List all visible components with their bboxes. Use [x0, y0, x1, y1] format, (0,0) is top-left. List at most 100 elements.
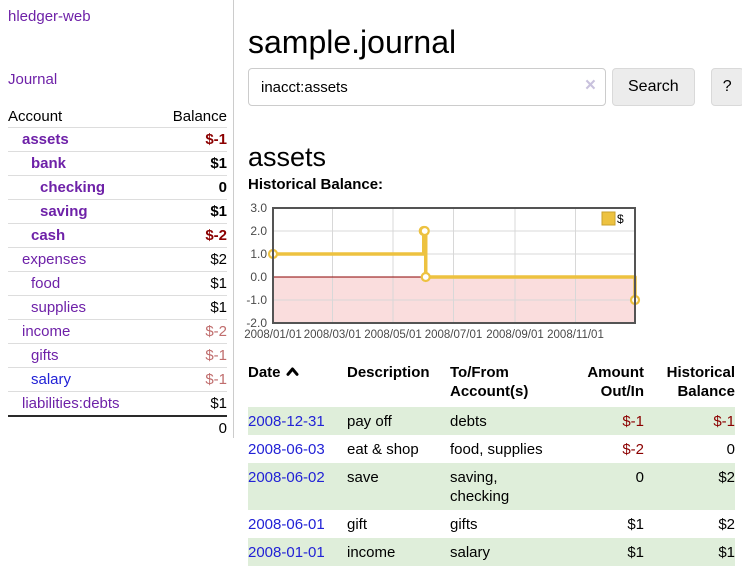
transaction-description: income — [347, 544, 396, 561]
chart-title: Historical Balance: — [248, 176, 384, 193]
account-name-cell: cash — [8, 224, 155, 248]
account-link[interactable]: income — [22, 323, 71, 340]
transaction-date-cell: 2008-06-01 — [248, 510, 347, 538]
register-header-description: Description — [347, 364, 430, 381]
y-tick-label: 1.0 — [250, 247, 267, 261]
account-link[interactable]: saving — [40, 203, 88, 220]
account-link[interactable]: assets — [22, 131, 69, 148]
register-header-date[interactable]: Date — [248, 363, 347, 407]
account-name-cell: supplies — [8, 296, 155, 320]
transaction-description: pay off — [347, 413, 392, 430]
account-link[interactable]: expenses — [22, 251, 87, 268]
account-name-cell: salary — [8, 368, 155, 392]
transaction-row: 2008-06-01 gift gifts $1 $2 — [248, 510, 735, 538]
account-row: salary $-1 — [8, 368, 227, 392]
x-tick-label: 2008/03/01 — [304, 329, 362, 341]
y-tick-label: 3.0 — [250, 202, 267, 215]
transaction-amount: $-2 — [622, 441, 644, 458]
help-button[interactable]: ? — [710, 68, 742, 106]
account-link[interactable]: cash — [31, 227, 66, 244]
plot-border — [272, 207, 636, 324]
sidebar-divider — [233, 0, 234, 438]
accounts-total-spacer — [8, 416, 155, 440]
accounts-total-row: 0 — [8, 416, 227, 440]
account-balance: $-1 — [205, 347, 227, 364]
transaction-description: gift — [347, 516, 368, 533]
account-balance: $1 — [210, 275, 227, 292]
account-balance: $2 — [210, 251, 227, 268]
account-balance: $1 — [210, 155, 227, 172]
accounts-header-balance: Balance — [172, 108, 227, 125]
account-link[interactable]: food — [31, 275, 61, 292]
search-input[interactable] — [248, 68, 606, 106]
account-link[interactable]: salary — [31, 371, 72, 388]
register-header-accounts: To/From Account(s) — [450, 364, 529, 400]
transaction-row: 2008-06-02 save saving, checking 0 $2 — [248, 463, 735, 510]
account-name-cell: checking — [8, 176, 155, 200]
transaction-amount: $1 — [627, 516, 644, 533]
x-tick-label: 2008/09/01 — [486, 329, 544, 341]
transaction-description: save — [347, 469, 379, 486]
x-tick-label: 2008/11/01 — [547, 329, 604, 341]
account-balance: $-1 — [205, 371, 227, 388]
account-link[interactable]: supplies — [31, 299, 87, 316]
account-name-cell: assets — [8, 128, 155, 152]
account-link[interactable]: bank — [31, 155, 67, 172]
account-balance: $-1 — [205, 131, 227, 148]
account-link[interactable]: checking — [40, 179, 106, 196]
transaction-date-cell: 2008-01-01 — [248, 538, 347, 566]
account-row: saving $1 — [8, 200, 227, 224]
register-header-amount: Amount Out/In — [587, 364, 644, 400]
account-row: income $-2 — [8, 320, 227, 344]
account-balance: $-2 — [205, 227, 227, 244]
transaction-row: 2008-06-03 eat & shop food, supplies $-2 0 — [248, 435, 735, 463]
y-tick-label: -1.0 — [246, 293, 267, 307]
transaction-amount: $1 — [627, 544, 644, 561]
data-point-marker — [419, 225, 430, 237]
account-balance: $1 — [210, 299, 227, 316]
search-button[interactable]: Search — [612, 68, 695, 106]
y-tick-label: 2.0 — [250, 224, 267, 238]
sidebar-item-journal[interactable]: Journal — [8, 71, 58, 88]
account-balance: $1 — [210, 203, 227, 220]
data-point-marker — [420, 271, 431, 283]
clear-search-icon[interactable]: × — [584, 75, 596, 96]
account-balance: 0 — [218, 179, 227, 196]
register-header-date-label: Date — [248, 364, 281, 381]
app-title-link[interactable]: hledger-web — [8, 8, 91, 25]
transaction-row: 2008-12-31 pay off debts $-1 $-1 — [248, 407, 735, 435]
transaction-amount: 0 — [635, 469, 644, 486]
transaction-balance: $-1 — [713, 413, 735, 430]
transaction-balance: $1 — [718, 544, 735, 561]
account-name-cell: bank — [8, 152, 155, 176]
account-name-cell: liabilities:debts — [8, 392, 155, 417]
accounts-total-value: 0 — [218, 420, 227, 437]
x-tick-label: 2008/07/01 — [425, 329, 483, 341]
sidebar: hledger-web Journal Account Balance asse… — [0, 0, 233, 582]
historical-balance-chart: 2008/01/01 2008/03/01 2008/05/01 2008/07/01… — [244, 202, 641, 341]
register-header-row: Date Description To/From Account(s) Amou… — [248, 363, 735, 407]
transaction-date-link[interactable]: 2008-01-01 — [248, 544, 325, 561]
transaction-date-link[interactable]: 2008-06-03 — [248, 441, 325, 458]
register-header-balance: Historical Balance — [666, 364, 735, 400]
account-section-title: assets — [248, 142, 327, 173]
account-row: liabilities:debts $1 — [8, 392, 227, 417]
transaction-description: eat & shop — [347, 441, 419, 458]
transaction-accounts: debts — [450, 413, 487, 430]
transaction-date-link[interactable]: 2008-06-01 — [248, 516, 325, 533]
sort-asc-icon — [286, 367, 299, 376]
account-balance: $1 — [210, 395, 227, 412]
account-name-cell: expenses — [8, 248, 155, 272]
account-row: expenses $2 — [8, 248, 227, 272]
account-row: assets $-1 — [8, 128, 227, 152]
search-input-wrap: × — [248, 68, 606, 106]
account-row: cash $-2 — [8, 224, 227, 248]
transaction-date-link[interactable]: 2008-06-02 — [248, 469, 325, 486]
transaction-accounts: gifts — [450, 516, 478, 533]
transaction-date-link[interactable]: 2008-12-31 — [248, 413, 325, 430]
y-tick-label: 0.0 — [250, 270, 267, 284]
account-link[interactable]: gifts — [31, 347, 59, 364]
account-link[interactable]: liabilities:debts — [22, 395, 120, 412]
account-row: gifts $-1 — [8, 344, 227, 368]
transaction-date-cell: 2008-06-03 — [248, 435, 347, 463]
